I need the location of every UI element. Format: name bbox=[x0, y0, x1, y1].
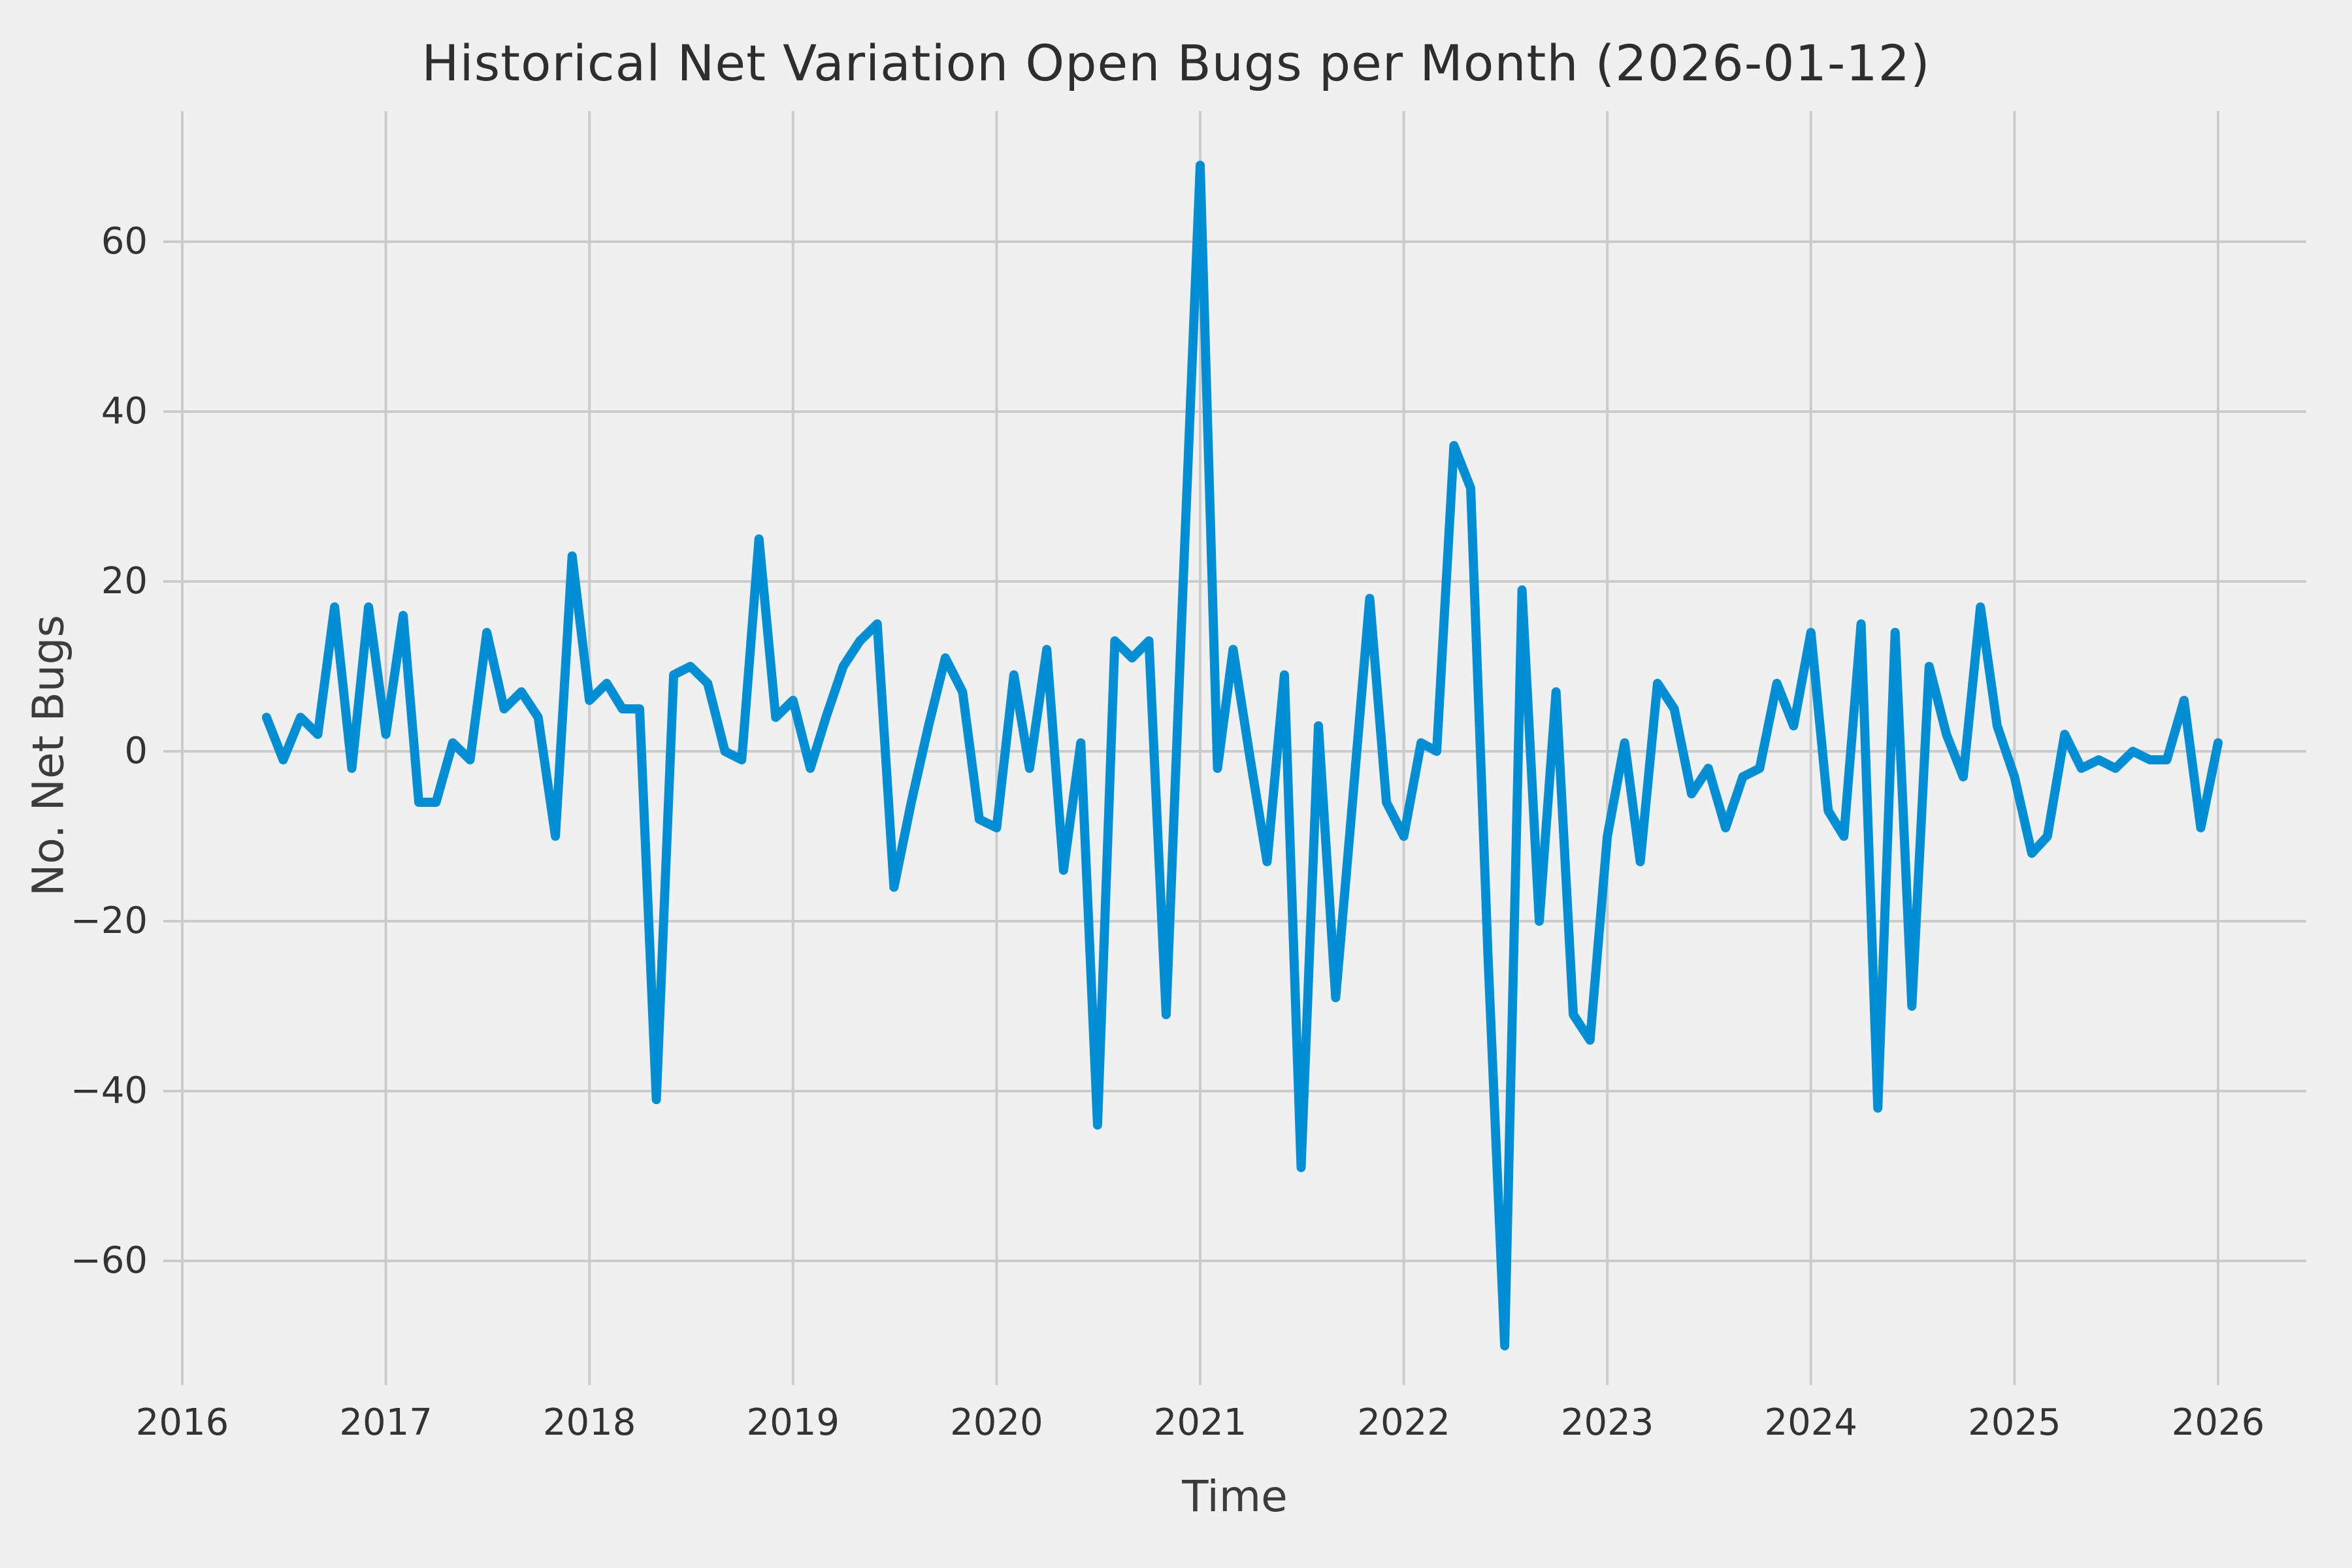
x-tick-label: 2016 bbox=[135, 1401, 229, 1444]
y-axis-label: No. Net Bugs bbox=[23, 615, 74, 896]
x-tick-label: 2018 bbox=[542, 1401, 636, 1444]
x-tick-label: 2021 bbox=[1153, 1401, 1247, 1444]
x-tick-label: 2024 bbox=[1764, 1401, 1858, 1444]
y-tick-label: −60 bbox=[70, 1239, 148, 1282]
y-tick-label: 40 bbox=[101, 390, 148, 433]
x-axis-label: Time bbox=[1182, 1471, 1288, 1522]
x-tick-label: 2017 bbox=[339, 1401, 433, 1444]
y-tick-label: −40 bbox=[70, 1070, 148, 1112]
x-tick-label: 2020 bbox=[950, 1401, 1043, 1444]
x-tick-label: 2023 bbox=[1560, 1401, 1654, 1444]
x-tick-label: 2019 bbox=[746, 1401, 840, 1444]
y-tick-label: 0 bbox=[124, 730, 148, 772]
y-tick-label: −20 bbox=[70, 900, 148, 942]
x-tick-label: 2025 bbox=[1968, 1401, 2061, 1444]
data-line-series bbox=[261, 161, 2223, 1350]
y-tick-label: 60 bbox=[101, 220, 148, 263]
chart-title: Historical Net Variation Open Bugs per M… bbox=[421, 34, 1931, 92]
x-tick-label: 2026 bbox=[2171, 1401, 2265, 1444]
y-tick-label: 20 bbox=[101, 560, 148, 602]
x-tick-label: 2022 bbox=[1357, 1401, 1450, 1444]
